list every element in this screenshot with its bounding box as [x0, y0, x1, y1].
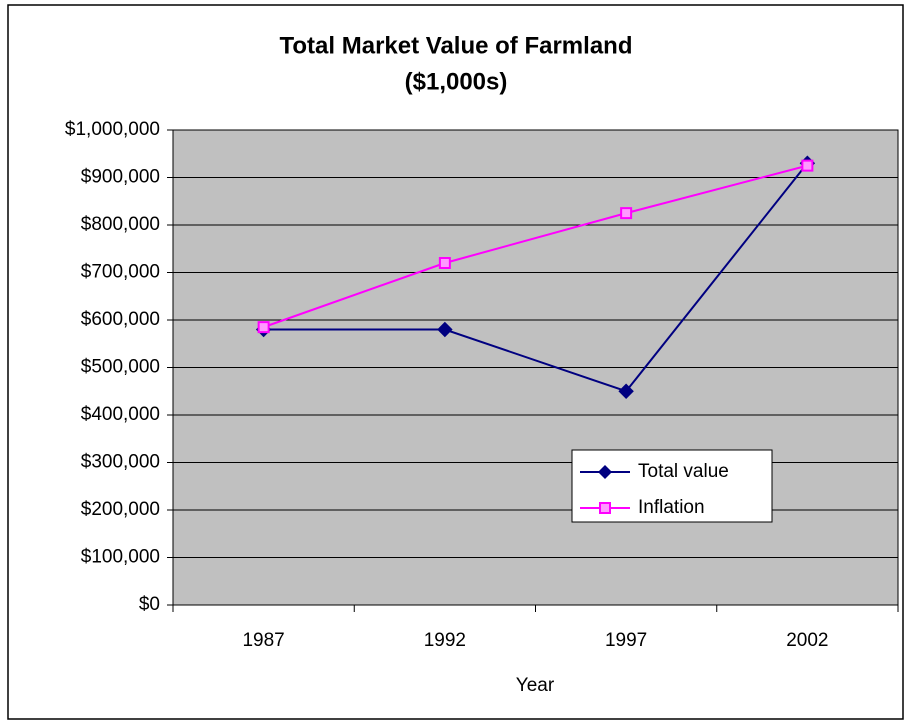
point — [438, 257, 451, 269]
y-tick-label: $100,000 — [81, 547, 160, 568]
x-tick-label: 1992 — [424, 630, 466, 651]
y-tick-label: $500,000 — [81, 357, 160, 378]
x-tick-label: 1987 — [242, 630, 284, 651]
chart-title: ($1,000s) — [405, 68, 508, 95]
legend-marker — [598, 465, 612, 479]
y-tick-label: $1,000,000 — [65, 119, 160, 140]
x-tick-label: 2002 — [786, 630, 828, 651]
x-axis-label: Year — [516, 675, 555, 696]
y-tick-label: $800,000 — [81, 214, 160, 235]
legend-label: Total value — [638, 461, 729, 482]
y-tick-label: $900,000 — [81, 167, 160, 188]
y-tick-label: $0 — [139, 594, 160, 615]
chart-title: Total Market Value of Farmland — [280, 32, 633, 59]
y-tick-label: $600,000 — [81, 309, 160, 330]
point — [437, 321, 453, 338]
series-line — [263, 164, 808, 329]
y-tick-label: $300,000 — [81, 452, 160, 473]
legend-marker — [599, 502, 611, 514]
x-tick-label: 1997 — [605, 630, 647, 651]
legend-label: Inflation — [638, 497, 705, 518]
y-tick-label: $400,000 — [81, 404, 160, 425]
point — [801, 159, 814, 172]
y-tick-label: $700,000 — [81, 262, 160, 283]
point — [618, 383, 634, 399]
point — [257, 321, 270, 334]
series-line — [263, 162, 809, 393]
y-tick-label: $200,000 — [81, 499, 160, 520]
point — [620, 207, 633, 220]
